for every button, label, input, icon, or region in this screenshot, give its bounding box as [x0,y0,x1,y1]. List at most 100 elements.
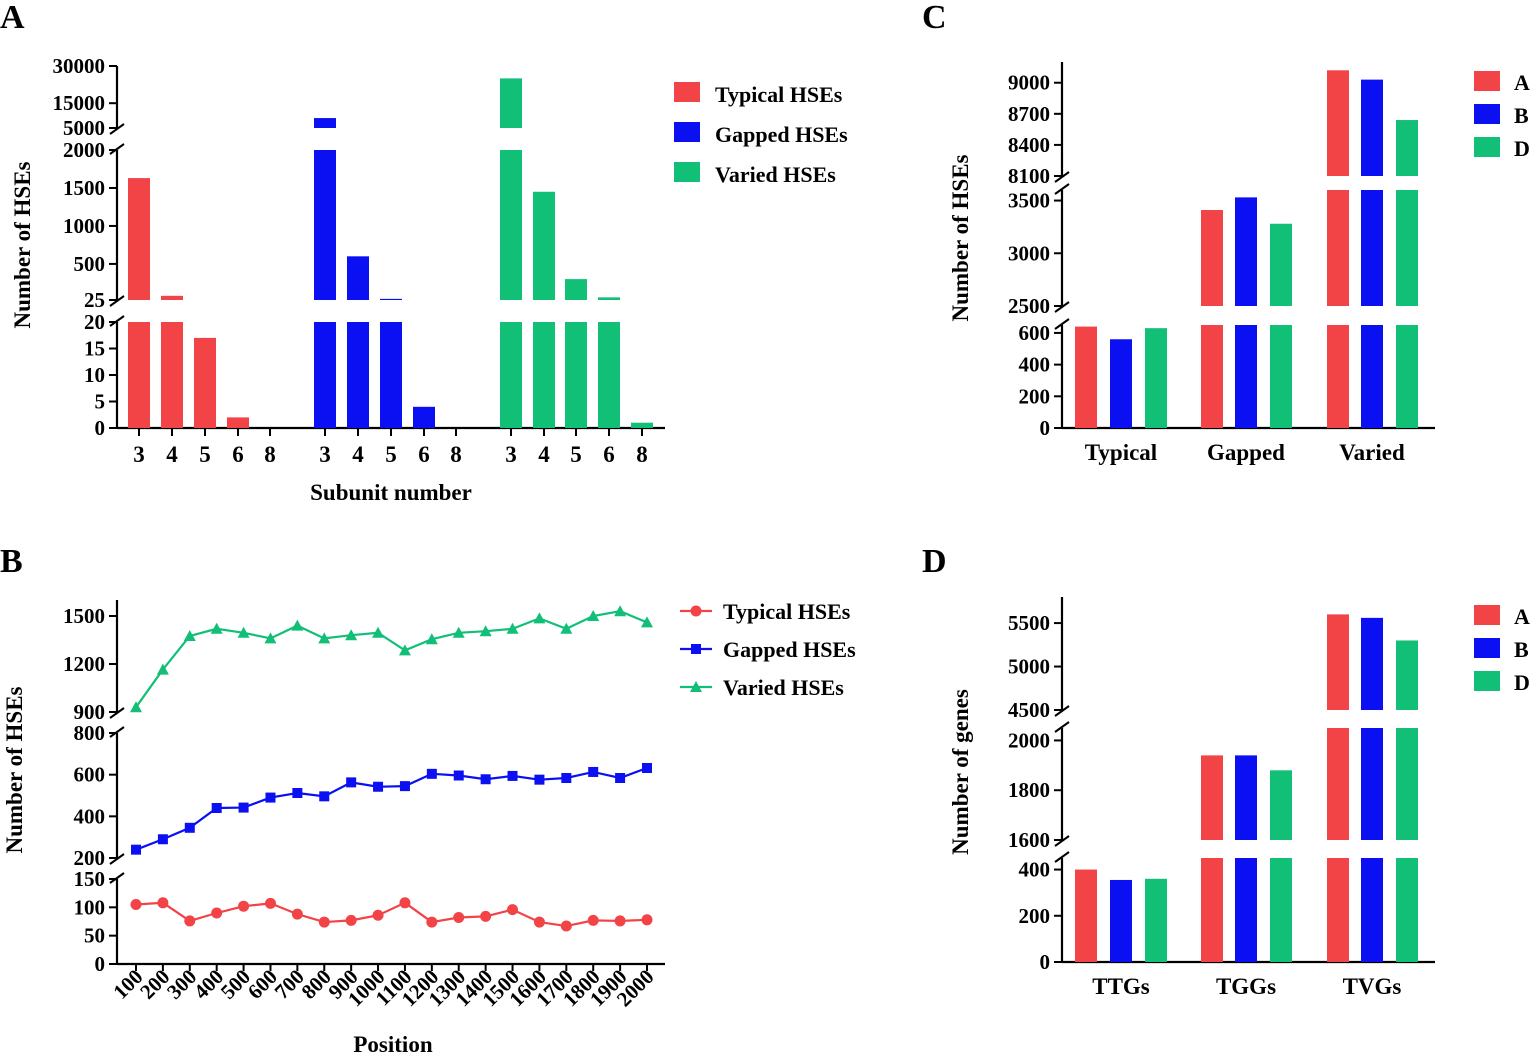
b-point [641,914,653,926]
d-bar [1235,858,1257,962]
b-legend-label: Gapped HSEs [723,637,856,662]
b-point [238,802,249,813]
d-bar [1361,728,1383,840]
a-x-tick-label: 6 [603,442,615,467]
b-point [373,781,384,792]
a-y-axis-title: Number of HSEs [10,161,35,328]
d-bar [1361,858,1383,962]
a-y-tick-label: 30000 [53,54,106,78]
a-bar [500,322,522,428]
b-point [588,766,599,777]
c-y-tick-label: 600 [1019,321,1051,345]
b-point [479,625,492,637]
b-point [264,632,277,644]
b-point [399,781,410,792]
d-y-axis-title: Number of genes [948,689,973,855]
a-bar [314,118,336,128]
c-bar [1201,210,1223,306]
c-bar [1145,328,1167,428]
a-y-tick-label: 0 [95,416,106,440]
b-y-tick-label: 800 [74,721,106,745]
a-x-tick-label: 4 [166,442,178,467]
b-point [372,909,384,921]
b-point [130,701,142,713]
a-axis-break-1-a [109,143,125,155]
c-bar [1270,223,1292,306]
c-y-tick-label: 0 [1040,416,1051,440]
d-y-tick-label: 4500 [1008,698,1050,722]
b-point [157,834,168,845]
d-x-tick-label: TGGs [1216,974,1276,999]
a-bar [161,295,183,300]
b-legend-label: Typical HSEs [723,599,851,624]
a-x-axis-title: Subunit number [310,480,472,505]
a-x-tick-label: 8 [450,442,462,467]
b-axis-break-0-a [109,872,125,884]
d-legend-label: A [1514,604,1530,629]
a-bar [598,322,620,428]
b-point [587,914,599,926]
c-bar [1075,326,1097,428]
b-point [345,629,358,641]
b-point [642,763,652,773]
a-x-tick-label: 6 [232,442,244,467]
c-bar [1270,325,1292,428]
a-x-tick-label: 5 [570,442,582,467]
c-y-axis-title: Number of HSEs [948,154,973,321]
d-legend-label: B [1514,637,1529,662]
c-legend-swatch [1474,104,1500,124]
b-point [130,899,142,910]
c-legend-swatch [1474,71,1500,91]
a-bar [533,191,555,300]
b-point [507,904,519,916]
panel-a: A 05101520255001000150020005000150003000… [0,0,848,505]
d-bar [1201,755,1223,840]
b-point [426,768,437,779]
a-x-tick-label: 4 [352,442,364,467]
b-point [183,630,196,641]
b-y-tick-label: 100 [74,895,106,919]
b-legend-label: Varied HSEs [723,675,844,700]
d-bar [1145,878,1167,962]
a-bar [565,279,587,300]
b-point [211,803,222,813]
b-point [587,610,600,621]
a-y-tick-label: 15000 [53,91,106,115]
d-bar [1361,617,1383,710]
d-bar [1270,770,1292,840]
d-legend-swatch [1474,671,1500,691]
a-legend-swatch [674,82,700,102]
b-point [425,633,438,645]
d-legend-swatch [1474,605,1500,625]
a-bar [161,322,183,428]
d-bar [1327,728,1349,840]
c-bar [1361,325,1383,428]
b-series-line-2 [135,610,648,708]
a-x-tick-label: 3 [505,442,517,467]
a-axis-break-0-a [109,315,125,327]
a-bar [128,322,150,428]
b-y-tick-label: 50 [84,924,105,948]
panel-d-label: D [922,543,947,580]
c-x-tick-label: Typical [1085,440,1157,465]
a-bar [227,417,249,428]
a-bar [500,78,522,128]
a-y-tick-label: 10 [84,363,105,387]
b-y-tick-label: 900 [74,700,106,724]
a-x-tick-label: 6 [418,442,430,467]
c-y-tick-label: 9000 [1008,71,1050,95]
a-y-tick-label: 5000 [63,116,105,140]
b-point [319,791,330,802]
b-legend-marker [691,644,701,654]
a-bar [598,297,620,300]
b-y-tick-label: 1500 [63,604,105,628]
c-legend-label: A [1514,70,1530,95]
d-y-tick-label: 1600 [1008,828,1050,852]
d-y-tick-label: 1800 [1008,778,1050,802]
d-x-tick-label: TTGs [1092,974,1150,999]
b-y-tick-label: 600 [74,763,106,787]
c-bar [1327,70,1349,176]
b-point [238,900,250,912]
b-point [157,897,169,909]
